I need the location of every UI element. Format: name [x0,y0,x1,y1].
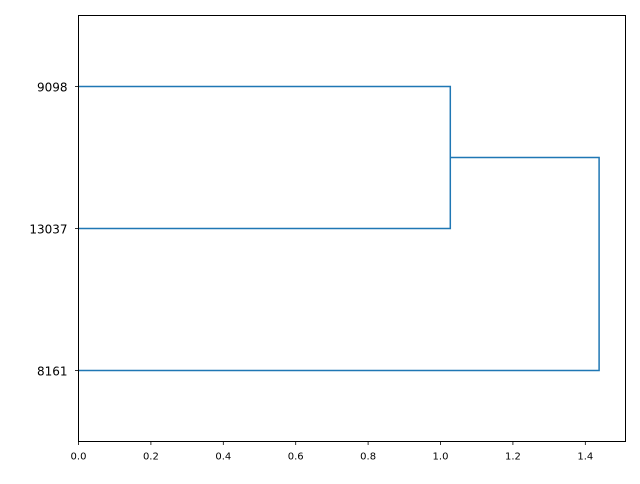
x-tick-label: 0.6 [288,452,304,463]
x-tick-label: 0.2 [143,452,159,463]
x-tick-label: 0.4 [215,452,231,463]
leaf-label: 8161 [37,365,68,379]
dendrogram-link-0 [78,85,452,230]
leaf-label: 9098 [37,81,68,95]
dendrogram-links [78,85,600,372]
x-tick-label: 1.0 [433,452,449,463]
leaf-label: 13037 [29,223,67,237]
x-axis: 0.0 0.2 0.4 0.6 0.8 1.0 1.2 1.4 [71,441,593,463]
x-tick-label: 0.8 [360,452,376,463]
x-tick-label: 0.0 [71,452,87,463]
dendrogram-link-1 [78,156,600,372]
x-tick-label: 1.4 [577,452,593,463]
y-axis: 9098 13037 8161 [29,81,79,379]
x-tick-label: 1.2 [505,452,521,463]
